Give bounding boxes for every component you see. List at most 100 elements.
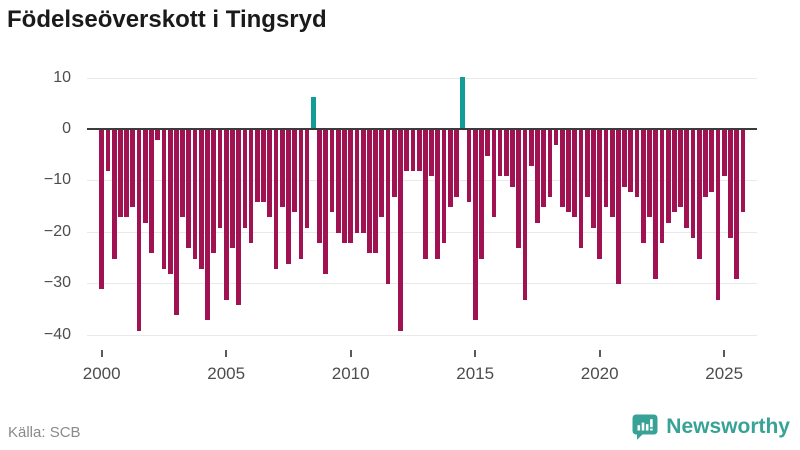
bar-negative (672, 130, 677, 213)
bar-negative (659, 130, 665, 244)
bar-negative (516, 130, 522, 249)
newsworthy-logo-text: Newsworthy (666, 415, 790, 438)
bar-negative (217, 130, 223, 228)
bar-negative (709, 130, 715, 192)
bar-negative (261, 130, 266, 202)
bar-positive (310, 97, 316, 128)
bar-negative (591, 130, 596, 228)
bar-negative (161, 130, 167, 269)
bar-negative (373, 130, 378, 254)
bar-negative (535, 130, 540, 223)
bar-negative (622, 130, 627, 187)
bar-negative (447, 130, 453, 208)
bar-negative (254, 130, 260, 202)
bar-negative (335, 130, 341, 233)
bar-negative (441, 130, 447, 244)
bar-negative (99, 130, 105, 290)
bar-negative (429, 130, 434, 177)
bar-negative (329, 130, 335, 213)
bar-negative (485, 130, 491, 156)
bar-negative (528, 130, 534, 166)
x-axis-tick-mark (474, 350, 477, 357)
bar-negative (466, 130, 472, 202)
bar-negative (491, 130, 497, 218)
bar-negative (186, 130, 192, 249)
bar-negative (223, 130, 229, 300)
y-gridline (87, 78, 757, 79)
bar-negative (242, 130, 248, 228)
bar-negative (304, 130, 310, 228)
x-axis-tick-mark (598, 350, 601, 357)
bar-negative (391, 130, 397, 197)
bar-negative (192, 130, 198, 259)
bar-negative (553, 130, 559, 146)
bar-negative (454, 130, 459, 197)
zero-axis-line (87, 128, 757, 130)
bar-negative (174, 130, 179, 315)
bar-negative (142, 130, 148, 223)
x-axis-tick-mark (723, 350, 726, 357)
bar-negative (323, 130, 329, 274)
bar-negative (578, 130, 584, 249)
y-gridline (87, 232, 757, 233)
bar-negative (541, 130, 547, 208)
bar-negative (317, 130, 322, 244)
bar-negative (398, 130, 403, 331)
bar-negative (566, 130, 571, 213)
bar-negative (105, 130, 111, 172)
bar-negative (435, 130, 441, 259)
source-note: Källa: SCB (8, 424, 81, 441)
bar-negative (385, 130, 391, 285)
bar-negative (354, 130, 360, 233)
bar-negative (559, 130, 565, 208)
bar-negative (410, 130, 416, 172)
y-gridline (87, 283, 757, 284)
bar-negative (279, 130, 285, 208)
bar-negative (634, 130, 640, 197)
bar-negative (404, 130, 410, 172)
bar-negative (167, 130, 173, 274)
x-axis-tick-label: 2005 (207, 364, 246, 383)
bar-negative (205, 130, 210, 321)
bar-negative (111, 130, 117, 259)
bar-negative (628, 130, 634, 192)
bar-negative (647, 130, 652, 218)
y-gridline (87, 335, 757, 336)
bar-negative (653, 130, 659, 280)
x-axis-tick-label: 2025 (705, 364, 744, 383)
bar-negative (715, 130, 721, 300)
bar-negative (267, 130, 273, 218)
bar-negative (572, 130, 578, 218)
bar-negative (678, 130, 683, 208)
bar-negative (342, 130, 347, 244)
y-axis-tick-label: −10 (43, 171, 71, 188)
y-gridline (87, 180, 757, 181)
bar-negative (584, 130, 590, 197)
bar-negative (547, 130, 553, 197)
bar-negative (248, 130, 254, 244)
y-axis-tick-label: 10 (53, 69, 71, 86)
bar-negative (603, 130, 609, 208)
bar-negative (728, 130, 733, 238)
bar-negative (696, 130, 702, 259)
bar-negative (510, 130, 515, 187)
bar-negative (665, 130, 671, 223)
bar-negative (367, 130, 372, 254)
y-axis-tick-label: −40 (43, 326, 71, 343)
x-axis-tick-mark (100, 350, 103, 357)
bar-negative (522, 130, 528, 300)
newsworthy-bars-icon (631, 413, 659, 441)
bar-negative (379, 130, 385, 218)
newsworthy-logo[interactable]: Newsworthy (631, 413, 790, 441)
bar-negative (198, 130, 204, 269)
bar-negative (180, 130, 185, 218)
x-axis-tick-label: 2020 (580, 364, 619, 383)
bar-negative (640, 130, 646, 244)
x-axis-tick-label: 2000 (82, 364, 121, 383)
bar-negative (360, 130, 366, 233)
y-axis-tick-label: −20 (43, 223, 71, 240)
bar-negative (211, 130, 217, 254)
bar-negative (124, 130, 129, 218)
bar-negative (597, 130, 603, 259)
